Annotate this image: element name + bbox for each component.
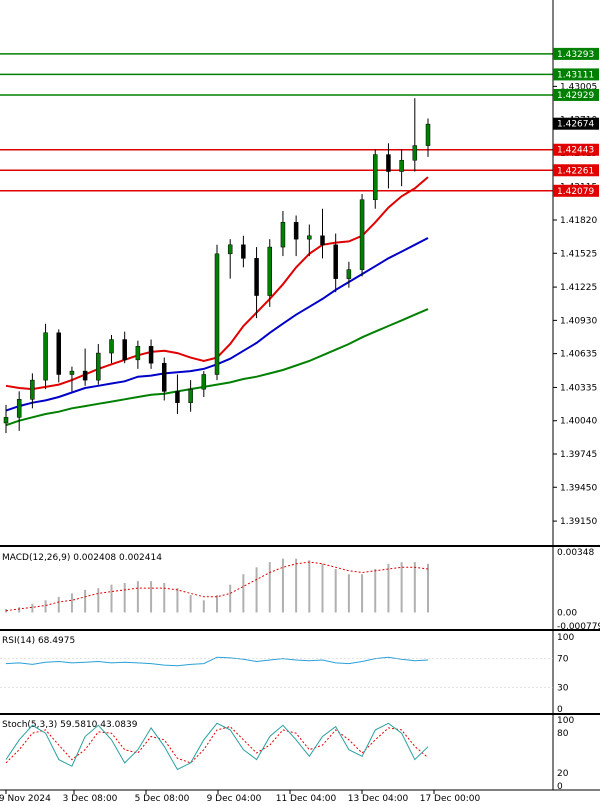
- price-tick-label: 1.40040: [560, 417, 597, 427]
- time-tick-label: 17 Dec 00:00: [420, 794, 481, 804]
- price-tick-label: 1.41820: [560, 216, 597, 226]
- macd-tick-label: -0.000779: [557, 622, 600, 632]
- bullish-candle: [412, 145, 418, 161]
- support-resistance-levels: [0, 53, 553, 192]
- time-tick-label: 9 Dec 04:00: [207, 794, 262, 804]
- level-label-text: 1.42929: [557, 91, 594, 101]
- time-axis-labels: 29 Nov 2024 3 Dec 08:00 5 Dec 08:00 9 Dec 0…: [0, 790, 481, 804]
- stoch-main-line: [5, 722, 429, 771]
- time-tick-label: 13 Dec 04:00: [348, 794, 409, 804]
- last-price-box: [553, 117, 599, 130]
- rsi-tick-label: 30: [557, 683, 569, 693]
- price-tick-label: 1.39745: [560, 450, 597, 460]
- level-label-box: [553, 164, 599, 177]
- price-tick-label: 1.41225: [560, 283, 597, 293]
- level-label-text: 1.43111: [557, 70, 594, 80]
- candlesticks: [3, 98, 431, 434]
- bullish-candle: [16, 399, 22, 418]
- rsi-line: [5, 656, 429, 667]
- bullish-candle: [373, 154, 378, 200]
- price-tick-label: 1.43005: [560, 82, 597, 92]
- stoch-tick-label: 0: [557, 782, 563, 792]
- bullish-candle: [280, 222, 286, 248]
- price-pane: 1.430051.427101.424151.421151.418201.415…: [0, 0, 599, 545]
- price-tick-label: 1.41525: [560, 249, 597, 259]
- time-tick-label: 3 Dec 08:00: [63, 794, 118, 804]
- bullish-candle: [3, 417, 9, 424]
- stoch-tick-label: 20: [557, 769, 569, 779]
- level-label-text: 1.42443: [557, 146, 594, 156]
- bullish-candle: [307, 235, 312, 240]
- bullish-candle: [96, 352, 101, 381]
- level-label-box: [553, 47, 599, 60]
- bearish-candle: [148, 346, 154, 364]
- macd-axis-ticks: 0.00348 0.00 -0.000779: [557, 548, 600, 632]
- bullish-candle: [135, 346, 141, 361]
- macd-pane: MACD(12,26,9) 0.002408 0.002414 0.003480…: [2, 547, 600, 632]
- rsi-label: RSI(14) 68.4975: [2, 636, 75, 646]
- rsi-tick-label: 100: [557, 633, 574, 643]
- bearish-candle: [122, 339, 127, 361]
- stoch-pane: Stoch(5,3,3) 59.5810 43.0839 100 80 20 0: [2, 715, 574, 792]
- bearish-candle: [175, 391, 180, 403]
- level-price-labels: 1.43293 1.43111 1.42929 1.42443 1.42261 1.420…: [553, 47, 599, 197]
- bullish-candle: [109, 339, 114, 354]
- rsi-tick-label: 70: [557, 655, 569, 665]
- price-tick-label: 1.40335: [560, 383, 597, 393]
- bearish-candle: [386, 154, 391, 172]
- bearish-candle: [320, 235, 325, 246]
- level-label-box: [553, 88, 599, 101]
- bullish-candle: [188, 388, 193, 403]
- stoch-tick-label: 80: [557, 729, 569, 739]
- price-tick-label: 1.40930: [560, 316, 597, 326]
- rsi-tick-label: 0: [557, 705, 563, 715]
- stoch-label: Stoch(5,3,3) 59.5810 43.0839: [2, 720, 138, 730]
- bearish-candle: [254, 258, 259, 296]
- price-tick-label: 1.39150: [560, 517, 597, 527]
- level-label-box: [553, 143, 599, 156]
- bullish-candle: [214, 253, 220, 375]
- bearish-candle: [293, 222, 299, 240]
- bullish-candle: [346, 269, 352, 279]
- level-label-box: [553, 68, 599, 81]
- level-label-text: 1.43293: [557, 50, 594, 60]
- bearish-candle: [56, 332, 61, 375]
- bullish-candle: [227, 244, 233, 255]
- bullish-candle: [69, 370, 75, 375]
- stoch-tick-label: 100: [557, 716, 574, 726]
- bearish-candle: [241, 244, 246, 259]
- last-price-text: 1.42674: [557, 120, 594, 130]
- bullish-candle: [201, 374, 207, 390]
- level-label-text: 1.42261: [557, 166, 594, 176]
- stoch-signal-line: [5, 726, 429, 764]
- bullish-candle: [425, 123, 431, 146]
- level-label-box: [553, 184, 599, 197]
- bearish-candle: [333, 244, 338, 279]
- bullish-candle: [359, 199, 365, 270]
- rsi-axis-ticks: 100 70 30 0: [0, 633, 574, 715]
- level-label-text: 1.42079: [557, 187, 594, 197]
- price-tick-label: 1.39450: [560, 483, 597, 493]
- bearish-candle: [162, 362, 167, 392]
- macd-tick-label: 0.00348: [557, 548, 594, 558]
- macd-label: MACD(12,26,9) 0.002408 0.002414: [2, 553, 162, 563]
- bearish-candle: [82, 370, 88, 381]
- bullish-candle: [43, 332, 48, 381]
- macd-histogram: [5, 558, 429, 613]
- stoch-axis-ticks: 100 80 20 0: [557, 716, 574, 792]
- time-tick-label: 11 Dec 04:00: [276, 794, 337, 804]
- macd-tick-label: 0.00: [557, 608, 577, 618]
- price-tick-label: 1.40635: [560, 350, 597, 360]
- time-tick-label: 29 Nov 2024: [0, 794, 51, 804]
- rsi-pane: RSI(14) 68.4975 100 70 30 0: [0, 631, 574, 715]
- time-tick-label: 5 Dec 08:00: [135, 794, 190, 804]
- moving-average-line: [5, 308, 429, 427]
- bullish-candle: [267, 246, 272, 296]
- bullish-candle: [399, 159, 404, 172]
- bullish-candle: [30, 379, 35, 400]
